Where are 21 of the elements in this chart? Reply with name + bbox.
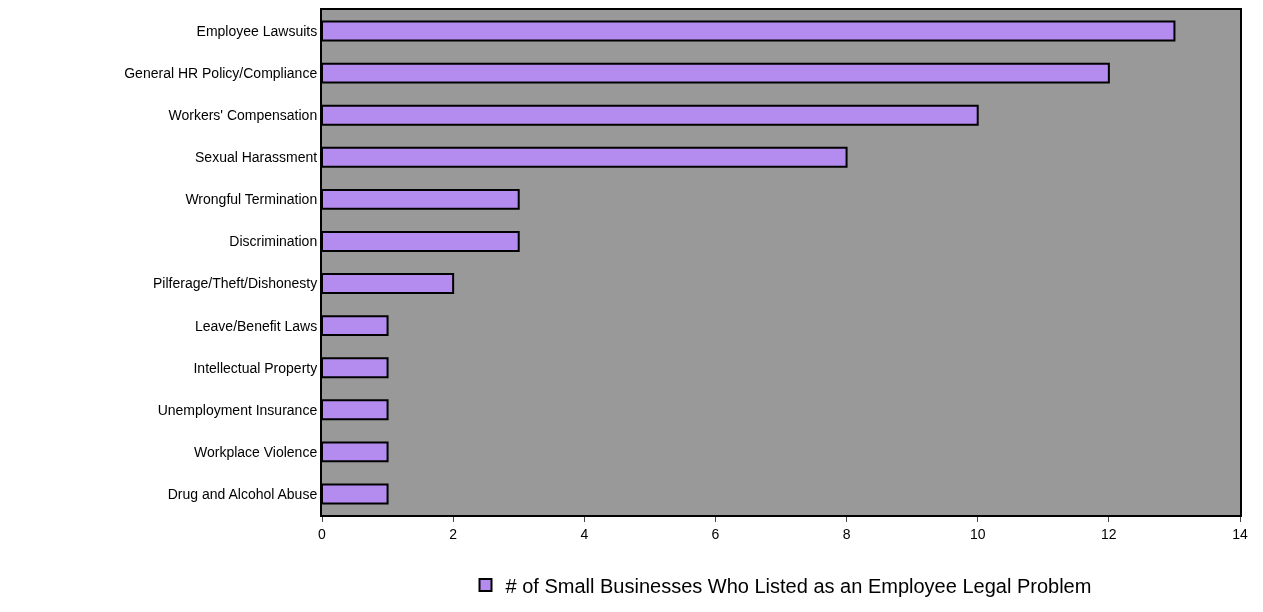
y-tick-label: Discrimination	[229, 233, 318, 250]
y-tick-label: Intellectual Property	[193, 359, 318, 376]
y-tick-label: Employee Lawsuits	[196, 22, 318, 39]
x-tick-label: 6	[711, 525, 720, 542]
x-tick-label: 2	[449, 525, 458, 542]
x-tick-label: 8	[842, 525, 851, 542]
x-tick-label: 10	[969, 525, 986, 542]
y-tick-label: Drug and Alcohol Abuse	[167, 485, 318, 502]
x-tick-label: 14	[1232, 525, 1248, 542]
y-tick-label: Workers' Compensation	[168, 107, 318, 124]
legend-label: # of Small Businesses Who Listed as an Employee Legal Problem	[505, 574, 1092, 597]
y-tick-label: Workplace Violence	[193, 443, 318, 460]
y-tick-label: Sexual Harassment	[195, 149, 318, 166]
y-tick-label: Unemployment Insurance	[157, 401, 318, 418]
y-tick-label: Wrongful Termination	[185, 191, 318, 208]
y-tick-label: Leave/Benefit Laws	[195, 317, 318, 334]
x-tick-label: 0	[318, 525, 327, 542]
x-tick-label: 4	[580, 525, 589, 542]
x-tick-label: 12	[1101, 525, 1117, 542]
y-tick-label: Pilferage/Theft/Dishonesty	[153, 275, 318, 292]
y-tick-label: General HR Policy/Compliance	[124, 65, 318, 82]
